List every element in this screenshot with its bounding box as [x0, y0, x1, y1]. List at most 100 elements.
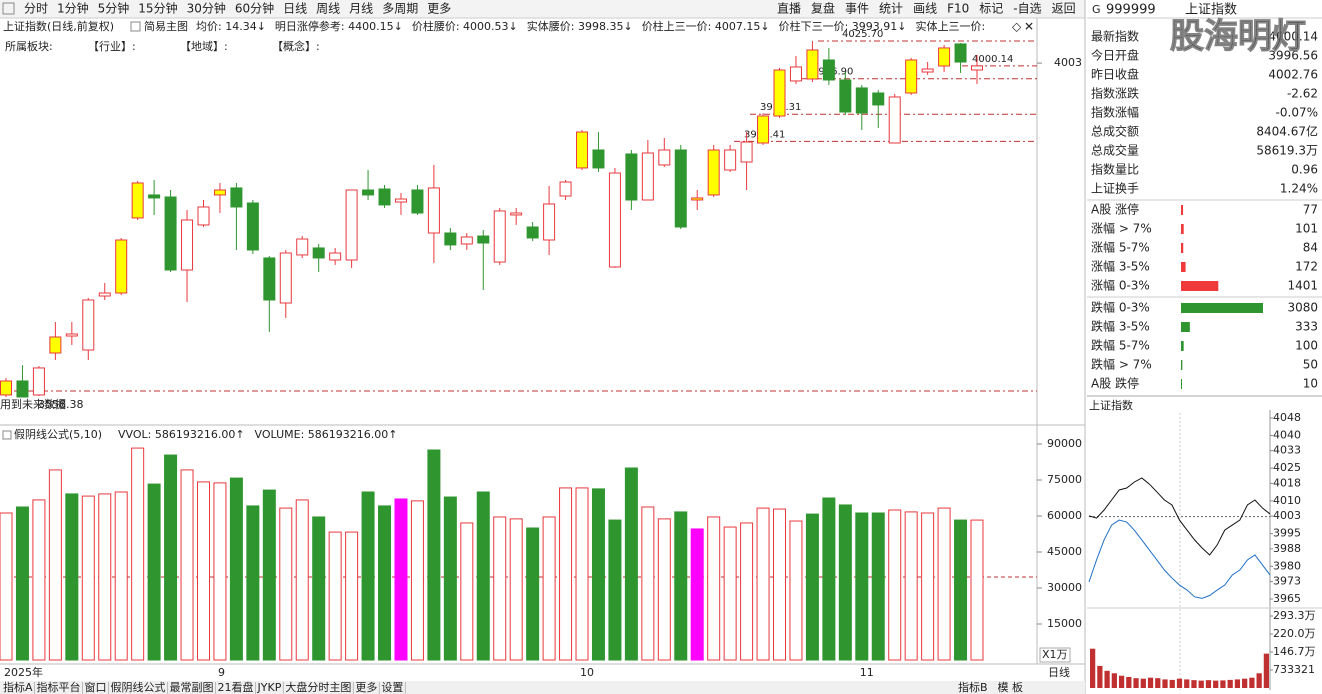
- candle-body: [131, 182, 144, 219]
- candle-body: [773, 69, 786, 117]
- toolbar-bg: [0, 0, 1085, 18]
- candle-body: [246, 202, 259, 251]
- bottom-tab[interactable]: JYKP: [257, 681, 282, 694]
- tool-button[interactable]: -自选: [1013, 2, 1041, 16]
- dist-bar: [1181, 243, 1184, 253]
- quote-label: 指数量比: [1091, 162, 1139, 177]
- candle-body: [592, 149, 605, 169]
- candle-body: [724, 149, 737, 171]
- y-tick-label: 733321: [1273, 663, 1315, 676]
- candle-body: [148, 194, 161, 199]
- dist-label: 涨幅 5-7%: [1091, 240, 1150, 255]
- candle-body: [740, 141, 753, 163]
- volume-bar: [805, 513, 819, 661]
- mini-title: 上证指数: [1089, 398, 1133, 412]
- volume-bar: [246, 505, 260, 661]
- candle-body: [576, 131, 589, 169]
- dist-value: 84: [1303, 241, 1318, 255]
- tab[interactable]: 多周期: [382, 2, 418, 16]
- volume-bar: [394, 498, 408, 661]
- quote-value: -0.07%: [1276, 106, 1318, 120]
- tool-button[interactable]: 事件: [845, 2, 869, 16]
- volume-bar: [707, 516, 721, 661]
- volume-bar: [740, 522, 754, 661]
- intraday-volume: [1213, 680, 1219, 688]
- intraday-volume: [1263, 653, 1269, 688]
- volume-bar: [526, 527, 540, 661]
- bottom-tab[interactable]: 21看盘: [218, 680, 254, 694]
- candle-body: [444, 232, 457, 246]
- volume-bar: [295, 499, 309, 661]
- quote-label: 上证换手: [1091, 182, 1139, 196]
- info-item: 价柱腰价: 4000.53↓: [412, 19, 518, 33]
- menu-icon[interactable]: [2, 2, 15, 15]
- volume-bar: [48, 469, 62, 661]
- tab[interactable]: 日线: [283, 2, 307, 16]
- volume-bar: [328, 531, 342, 661]
- bottom-tab[interactable]: 窗口: [85, 680, 107, 694]
- bottom-tab[interactable]: 指标A: [3, 680, 33, 694]
- tool-button[interactable]: 返回: [1052, 2, 1076, 16]
- close-icon[interactable]: ✕: [1024, 20, 1034, 34]
- volume-bar: [509, 518, 523, 661]
- tab[interactable]: 30分钟: [187, 1, 226, 16]
- tool-button[interactable]: 统计: [879, 2, 903, 16]
- candle-body: [181, 219, 194, 271]
- volume-bar: [822, 497, 836, 661]
- candle-body: [954, 43, 967, 63]
- bottom-tab[interactable]: 指标平台: [37, 680, 81, 694]
- tab[interactable]: 1分钟: [57, 1, 89, 16]
- tab[interactable]: 5分钟: [98, 1, 130, 16]
- tool-button[interactable]: 复盘: [811, 1, 835, 16]
- reference-label: 4025.70: [842, 29, 883, 40]
- bottom-tab[interactable]: 指标B: [958, 680, 988, 694]
- sector-label: 【概念】:: [272, 39, 320, 53]
- intraday-volume: [1184, 679, 1190, 688]
- volume-bar: [921, 512, 935, 661]
- candle-body: [49, 336, 62, 354]
- candle-body: [477, 235, 490, 244]
- tool-button[interactable]: 标记: [979, 2, 1003, 16]
- tool-button[interactable]: F10: [947, 2, 969, 16]
- bottom-tab[interactable]: 更多: [355, 680, 377, 694]
- volume-bar: [493, 516, 507, 661]
- volume-bar: [131, 447, 145, 661]
- bottom-tab[interactable]: 设置: [381, 681, 403, 694]
- tab[interactable]: 周线: [316, 2, 340, 16]
- quote-label: 总成交额: [1091, 124, 1139, 139]
- quote-value: 58619.3万: [1256, 144, 1318, 158]
- intraday-volume: [1256, 673, 1262, 688]
- candle-body: [493, 210, 506, 263]
- quote-label: 指数涨跌: [1091, 86, 1139, 101]
- tab[interactable]: 15分钟: [138, 1, 177, 16]
- y-tick-label: 146.7万: [1273, 645, 1316, 658]
- tool-button[interactable]: 画线: [913, 2, 937, 16]
- volume-bar: [427, 449, 441, 661]
- bottom-tab[interactable]: 大盘分时主图: [285, 680, 351, 694]
- volume-bar: [937, 507, 951, 661]
- settings-icon[interactable]: ◇: [1012, 20, 1022, 34]
- y-tick-label: 15000: [1047, 617, 1082, 630]
- bottom-tab[interactable]: 最常副图: [170, 681, 214, 694]
- volume-bar: [262, 489, 276, 661]
- bottom-tab[interactable]: 假阴线公式: [111, 680, 166, 694]
- tab[interactable]: 分时: [24, 2, 48, 16]
- y-tick-label: 4003: [1054, 56, 1082, 69]
- dist-label: 涨幅 > 7%: [1091, 221, 1152, 236]
- volume-bar: [279, 507, 293, 661]
- volume-bar: [690, 528, 704, 661]
- unit-label: X1万: [1042, 648, 1068, 661]
- volume-bar: [114, 491, 128, 661]
- tab[interactable]: 60分钟: [235, 1, 274, 16]
- candle-body: [855, 87, 868, 114]
- mode-label[interactable]: 简易主图: [144, 19, 188, 33]
- dist-bar: [1181, 224, 1184, 234]
- bottom-tab[interactable]: 模 板: [998, 680, 1024, 694]
- y-tick-label: 4010: [1273, 494, 1301, 507]
- candle-body: [608, 172, 621, 268]
- tab[interactable]: 更多: [427, 2, 451, 16]
- tab[interactable]: 月线: [349, 2, 373, 16]
- candle-body: [378, 188, 391, 206]
- y-tick-label: 4018: [1273, 476, 1301, 489]
- tool-button[interactable]: 直播: [777, 2, 801, 16]
